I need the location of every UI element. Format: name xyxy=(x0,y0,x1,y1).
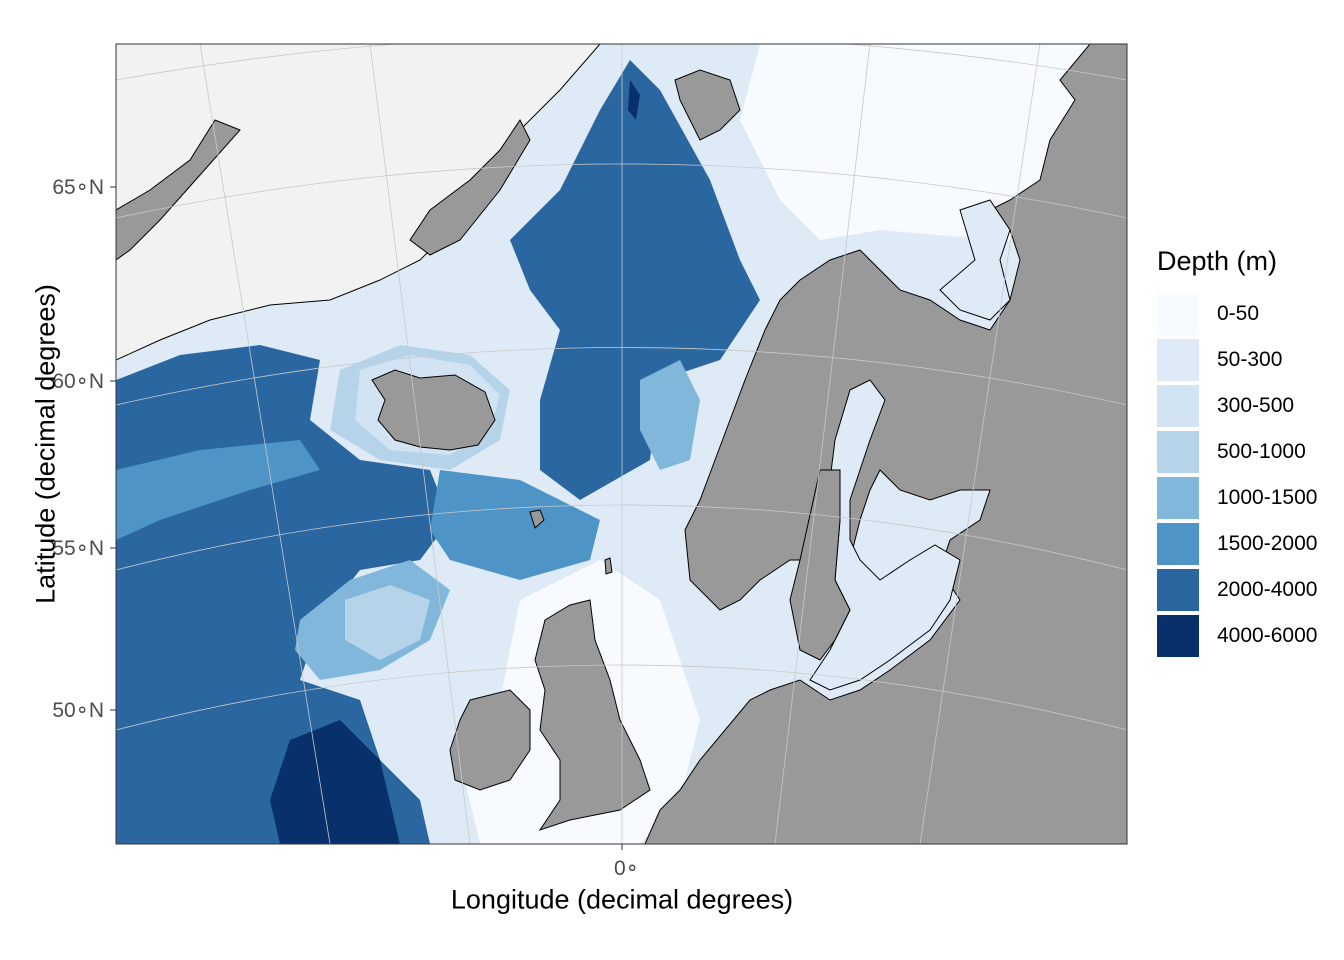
y-tick-50: 50∘N xyxy=(52,699,104,722)
legend-item: 50-300 xyxy=(1157,337,1317,383)
depth-band-slope-a xyxy=(430,470,600,580)
legend-label: 0-50 xyxy=(1217,302,1260,325)
depth-band-fram-deep xyxy=(628,80,640,120)
depth-band-norwegian-basin xyxy=(510,60,760,500)
legend-item: 2000-4000 xyxy=(1157,567,1317,613)
ireland-land xyxy=(449,689,531,791)
legend-label: 1000-1500 xyxy=(1217,486,1318,509)
legend-swatch xyxy=(1157,339,1199,381)
sweden-land xyxy=(789,469,851,661)
legend-swatch xyxy=(1157,615,1199,657)
scandinavia-land xyxy=(644,44,1127,844)
depth-band-voring xyxy=(640,360,700,470)
legend-swatch xyxy=(1157,293,1199,335)
x-tick-0: 0∘ xyxy=(614,857,639,880)
y-tick-65: 65∘N xyxy=(52,176,104,199)
legend-label: 1500-2000 xyxy=(1217,532,1318,555)
legend-title: Depth (m) xyxy=(1157,246,1278,276)
legend-item: 0-50 xyxy=(1157,291,1317,337)
faroe-land xyxy=(529,509,545,529)
depth-legend: Depth (m) 0-50 50-300 300-500 500-1000 1… xyxy=(1157,246,1317,659)
axis-ticks xyxy=(110,186,623,850)
legend-label: 500-1000 xyxy=(1217,440,1306,463)
depth-band-slope-b xyxy=(116,440,320,540)
legend-item: 300-500 xyxy=(1157,383,1317,429)
depth-band-abyssal xyxy=(270,720,400,844)
legend-item: 500-1000 xyxy=(1157,429,1317,475)
y-tick-60: 60∘N xyxy=(52,370,104,393)
legend-item: 4000-6000 xyxy=(1157,613,1317,659)
x-axis-label: Longitude (decimal degrees) xyxy=(450,884,794,915)
legend-label: 2000-4000 xyxy=(1217,578,1318,601)
greenland-ice xyxy=(116,44,601,361)
legend-label: 300-500 xyxy=(1217,394,1295,417)
shetland-land xyxy=(604,557,613,575)
legend-label: 4000-6000 xyxy=(1217,624,1318,647)
greenland-east-coast-land xyxy=(409,119,531,256)
legend-item: 1500-2000 xyxy=(1157,521,1317,567)
depth-band-rockall-bank xyxy=(345,585,430,660)
legend-swatch xyxy=(1157,569,1199,611)
legend-swatch xyxy=(1157,431,1199,473)
legend-swatch xyxy=(1157,477,1199,519)
y-axis-label: Latitude (decimal degrees) xyxy=(30,284,61,604)
legend-swatch xyxy=(1157,385,1199,427)
legend-item: 1000-1500 xyxy=(1157,475,1317,521)
greenland-coast-land xyxy=(116,119,241,261)
iceland-land xyxy=(371,369,496,451)
legend-label: 50-300 xyxy=(1217,348,1283,371)
svalbard-land xyxy=(674,69,741,141)
y-tick-55: 55∘N xyxy=(52,537,104,560)
graticule xyxy=(116,44,1127,844)
great-britain-land xyxy=(534,599,651,831)
legend-swatch xyxy=(1157,523,1199,565)
